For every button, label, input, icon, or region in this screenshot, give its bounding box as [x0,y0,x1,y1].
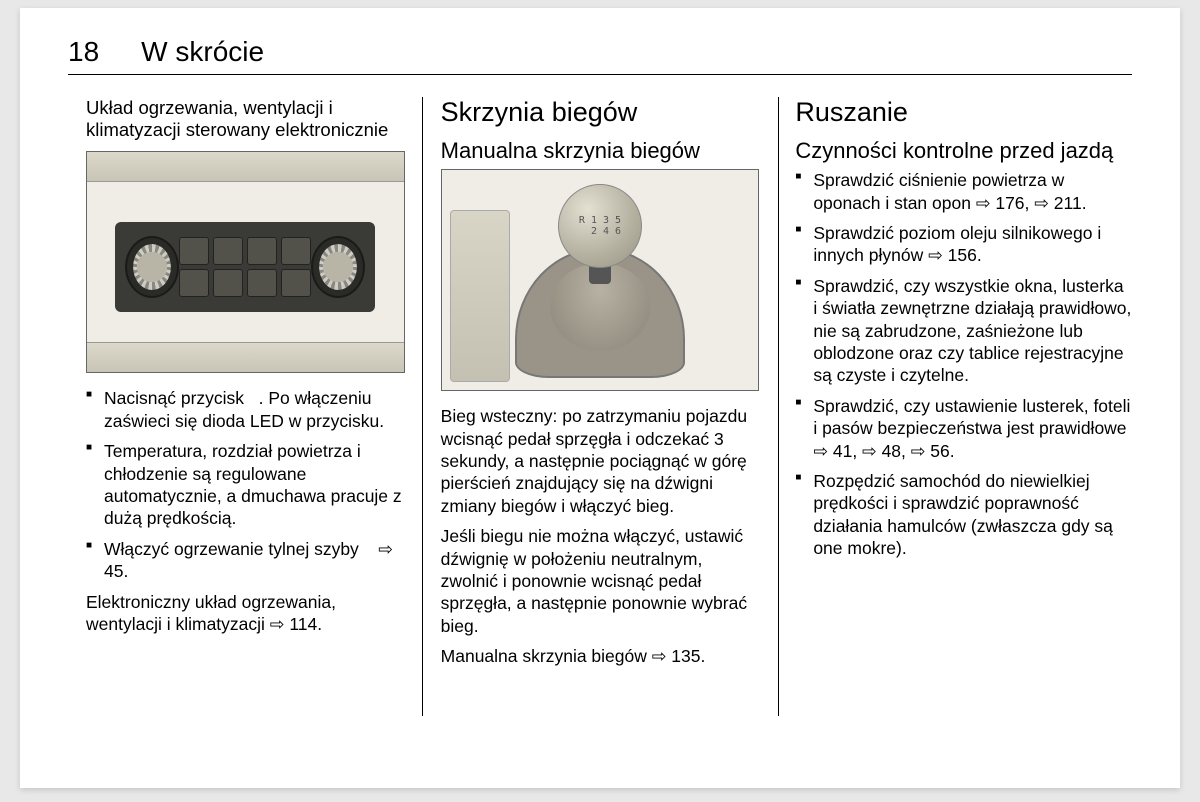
page-header: 18 W skrócie [68,36,1132,75]
page-number: 18 [68,36,99,68]
gearshift-illustration: R 1 3 5 2 4 6 [441,169,760,391]
column-1: Układ ogrzewania, wentylacji i klimatyza… [68,97,423,676]
section-title: Skrzynia biegów [441,97,760,128]
chapter-title: W skrócie [141,36,264,68]
list-item: Rozpędzić samochód do niewielkiej prędko… [795,470,1132,560]
list-item: Sprawdzić, czy wszystkie okna, lusterka … [795,275,1132,387]
section-heading: Układ ogrzewania, wentylacji i klimatyza… [86,97,405,141]
list-item: Sprawdzić poziom oleju silnikowego i inn… [795,222,1132,267]
paragraph: Jeśli biegu nie można włączyć, ustawić d… [441,525,760,637]
button-grid [179,237,311,297]
list-item: Włączyć ogrzewanie tylnej szyby ⇨ 45. [86,538,405,583]
gear-knob-icon: R 1 3 5 2 4 6 [558,184,642,268]
paragraph: Elektroniczny układ ogrzewania, wentylac… [86,591,405,636]
checklist: Sprawdzić ciśnienie powietrza w oponach … [795,169,1132,559]
paragraph: Manualna skrzynia biegów ⇨ 135. [441,645,760,667]
list-item: Nacisnąć przycisk . Po włączeniu zaświec… [86,387,405,432]
climate-control-illustration [86,151,405,373]
column-3: Ruszanie Czynności kontrolne przed jazdą… [777,97,1132,676]
column-2: Skrzynia biegów Manualna skrzynia biegów… [423,97,778,676]
instruction-list: Nacisnąć przycisk . Po włączeniu zaświec… [86,387,405,582]
manual-page: 18 W skrócie Układ ogrzewania, wentylacj… [20,8,1180,788]
column-divider [778,97,779,716]
paragraph: Bieg wsteczny: po zatrzymaniu pojazdu wc… [441,405,760,517]
column-divider [422,97,423,716]
section-subtitle: Czynności kontrolne przed jazdą [795,138,1132,163]
list-item: Temperatura, rozdział powietrza i chłodz… [86,440,405,530]
columns: Układ ogrzewania, wentylacji i klimatyza… [68,97,1132,676]
section-title: Ruszanie [795,97,1132,128]
left-dial-icon [125,236,179,298]
list-item: Sprawdzić, czy ustawienie lusterek, fote… [795,395,1132,462]
section-subtitle: Manualna skrzynia biegów [441,138,760,163]
right-dial-icon [311,236,365,298]
list-item: Sprawdzić ciśnienie powietrza w oponach … [795,169,1132,214]
